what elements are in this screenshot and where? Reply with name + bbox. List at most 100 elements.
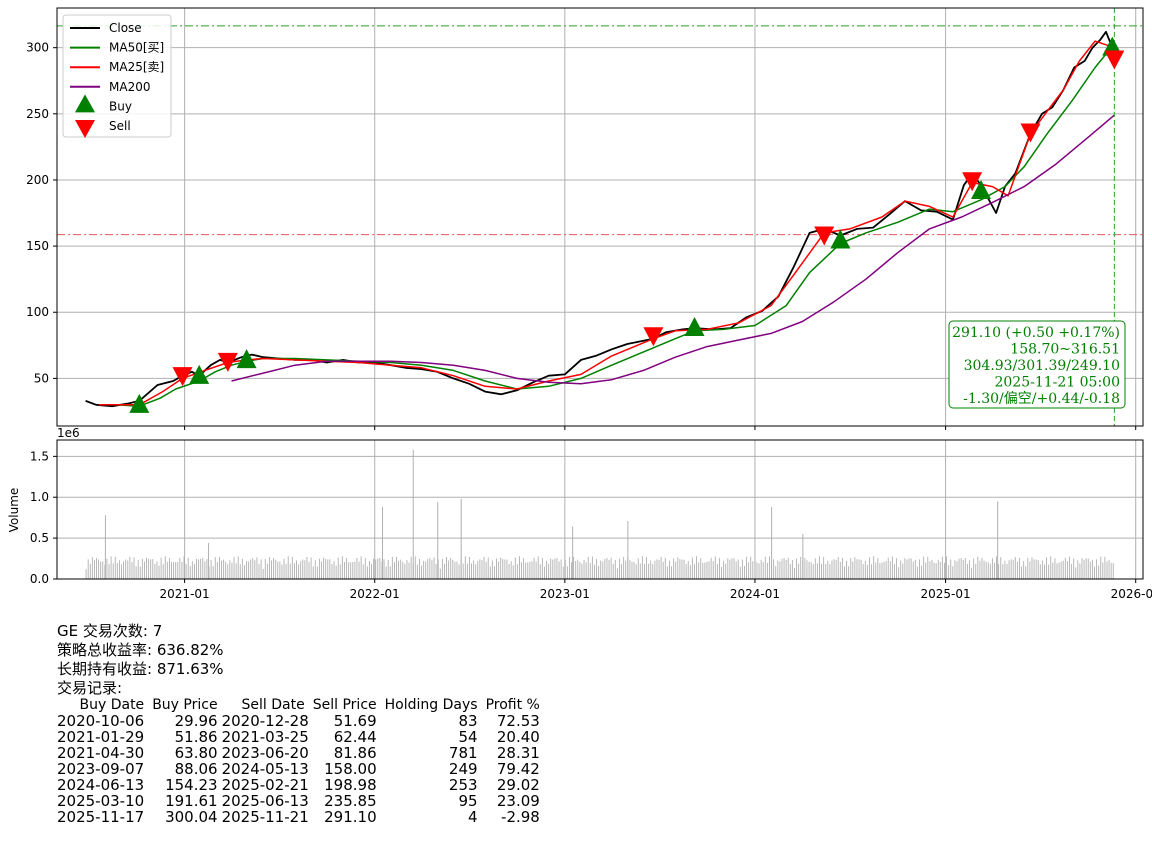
volume-bar <box>1056 563 1058 579</box>
volume-bar <box>525 562 527 579</box>
price-y-tick-label: 300 <box>26 41 49 55</box>
volume-bar <box>477 560 479 579</box>
volume-bar <box>500 557 502 579</box>
volume-bar <box>402 561 404 579</box>
sell-marker <box>1104 50 1125 70</box>
volume-bar <box>1066 561 1068 579</box>
volume-bar <box>773 559 775 579</box>
volume-bar <box>979 560 981 579</box>
volume-bar <box>683 559 685 579</box>
volume-bar <box>1008 560 1010 579</box>
volume-bar <box>725 563 727 579</box>
volume-bar <box>427 559 429 579</box>
series-line-close <box>85 30 1116 408</box>
volume-bar <box>404 563 406 579</box>
legend-label: MA200 <box>109 80 150 94</box>
volume-bar <box>756 562 758 579</box>
volume-x-tick-label: 2024-01 <box>730 587 780 600</box>
volume-bar <box>775 566 777 579</box>
volume-bar <box>91 557 93 579</box>
summary-block: GE 交易次数: 7 策略总收益率: 636.82% 长期持有收益: 871.6… <box>57 622 224 698</box>
volume-bar <box>1071 564 1073 579</box>
volume-bar <box>352 562 354 579</box>
volume-bar <box>371 563 372 579</box>
volume-bar <box>527 562 529 579</box>
volume-bar <box>1021 566 1023 579</box>
volume-bar <box>260 559 262 579</box>
volume-bar <box>931 559 933 579</box>
volume-bar <box>283 558 285 579</box>
volume-bar <box>148 558 150 579</box>
volume-bar <box>581 563 583 579</box>
volume-bar <box>473 560 475 579</box>
table-row: 2024-06-13 154.23 2025-02-21 198.98 253 29.02 <box>57 777 544 793</box>
volume-bar <box>323 557 325 579</box>
volume-bar <box>837 557 839 579</box>
table-cell: 95 <box>458 792 478 810</box>
volume-bar <box>1085 558 1087 579</box>
volume-bar <box>373 558 375 579</box>
table-cell: 291.10 <box>324 808 377 826</box>
table-cell: 28.31 <box>496 744 540 762</box>
volume-bar <box>814 558 816 579</box>
trade-count: GE 交易次数: 7 <box>57 622 163 640</box>
volume-bar <box>444 563 445 579</box>
volume-bar <box>844 566 845 579</box>
volume-bar <box>877 558 879 579</box>
volume-bar <box>421 565 422 579</box>
volume-bar <box>152 559 154 579</box>
volume-bar <box>902 563 904 579</box>
volume-bar <box>835 559 837 579</box>
volume-bar <box>554 558 556 579</box>
volume-bar <box>277 561 279 579</box>
volume-bar <box>98 559 100 579</box>
table-cell: 2021-04-30 <box>57 744 145 762</box>
volume-bar <box>921 565 923 579</box>
volume-bar <box>210 560 212 579</box>
volume-bar <box>379 557 381 579</box>
volume-bar <box>1106 561 1108 579</box>
volume-bar <box>268 557 270 579</box>
volume-bar <box>200 558 202 579</box>
volume-bar <box>202 557 204 579</box>
volume-bar <box>944 562 945 579</box>
volume-bar <box>946 556 948 579</box>
volume-bar <box>1077 560 1079 579</box>
volume-bar <box>491 560 493 579</box>
volume-bar <box>483 556 485 579</box>
volume-bar <box>589 563 591 579</box>
volume-bar <box>860 559 862 579</box>
sell-marker <box>814 226 835 246</box>
volume-bar <box>987 562 989 579</box>
volume-bar <box>881 562 883 579</box>
volume-bar <box>310 557 312 579</box>
volume-bar <box>1037 560 1039 579</box>
header-buy-date: Buy Date <box>79 697 145 713</box>
volume-bar <box>475 564 477 579</box>
volume-bar <box>787 557 789 579</box>
volume-bar <box>1048 564 1050 579</box>
table-row: 2023-09-07 88.06 2024-05-13 158.00 249 79.42 <box>57 761 544 777</box>
table-cell: 29.96 <box>174 712 218 730</box>
trade-table-header: Buy Date Buy Price Sell Date Sell Price … <box>57 697 544 713</box>
volume-bar <box>393 562 395 579</box>
volume-bar <box>552 559 554 579</box>
volume-bar <box>816 563 818 579</box>
volume-bar <box>654 560 656 579</box>
volume-bar <box>1002 564 1004 579</box>
volume-bar <box>423 560 425 579</box>
volume-bar <box>108 564 110 579</box>
volume-bar <box>479 559 481 579</box>
volume-bar <box>1104 556 1106 579</box>
volume-x-tick-label: 2021-01 <box>160 587 210 600</box>
table-cell: 300.04 <box>165 808 218 826</box>
table-cell: 2024-06-13 <box>57 776 145 794</box>
volume-bar <box>791 560 793 579</box>
volume-bar <box>996 556 998 579</box>
volume-bar <box>871 564 873 579</box>
volume-bar <box>179 557 181 579</box>
volume-bar <box>460 498 462 579</box>
volume-bar <box>939 561 941 579</box>
volume-bar <box>452 559 454 579</box>
volume-bar <box>412 449 414 579</box>
